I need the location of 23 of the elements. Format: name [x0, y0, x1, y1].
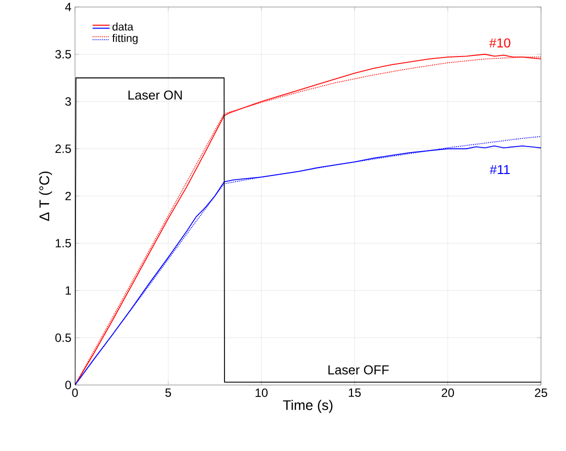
legend-label: data — [112, 22, 134, 31]
y-tick-label: 1.5 — [56, 239, 71, 248]
x-axis-title: Time (s) — [283, 400, 332, 413]
y-axis-title: Δ T (°C) — [39, 172, 52, 221]
y-tick-label: 3.5 — [55, 50, 71, 58]
y-tick-label: 2.5 — [55, 144, 71, 153]
y-tick-label: 3 — [65, 97, 71, 106]
annotation: #10 — [489, 38, 510, 48]
y-tick-label: 2 — [65, 192, 71, 200]
annotation: Laser OFF — [328, 365, 389, 374]
y-tick-label: 1 — [66, 286, 71, 295]
y-tick-label: 4 — [65, 2, 72, 12]
x-tick-label: 10 — [256, 388, 268, 397]
legend-label: fitting — [112, 34, 138, 44]
annotation: Laser ON — [128, 90, 182, 100]
y-tick-label: 0 — [65, 380, 72, 390]
x-tick-label: 20 — [442, 388, 454, 397]
x-tick-label: 15 — [348, 388, 361, 397]
x-tick-label: 25 — [534, 388, 548, 397]
x-tick-label: 0 — [72, 388, 78, 397]
x-tick-label: 5 — [165, 388, 172, 397]
y-tick-label: 0.5 — [55, 334, 71, 342]
annotation: #11 — [490, 165, 510, 174]
